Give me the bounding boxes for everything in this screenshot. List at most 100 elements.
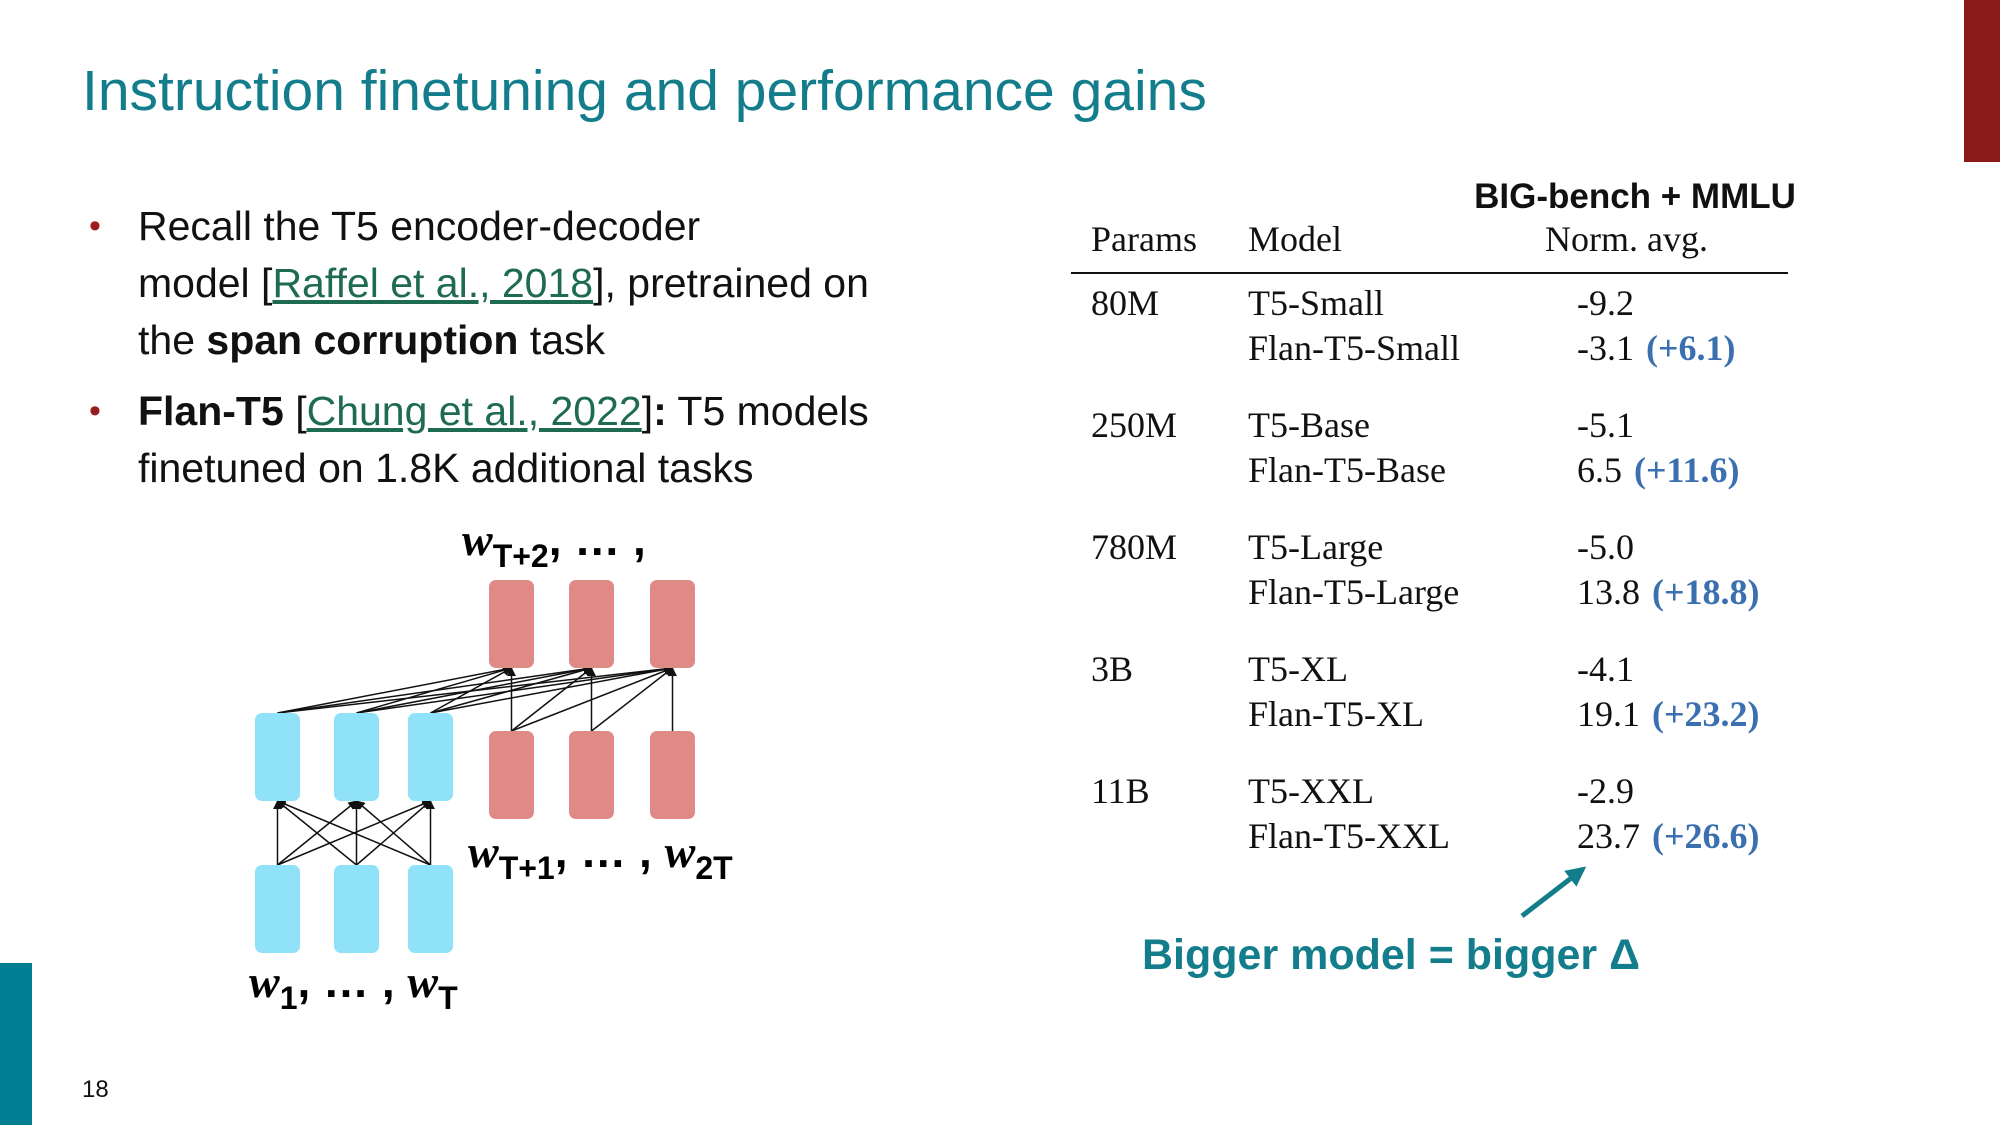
score-cell: -4.1 xyxy=(1577,649,1634,689)
score-cell: 13.8 (+18.8) xyxy=(1577,572,1760,612)
bullet: • Recall the T5 encoder-decoder model [Raf… xyxy=(89,198,869,369)
model-cell: Flan-T5-XXL xyxy=(1248,816,1450,856)
token-box xyxy=(334,865,379,953)
text: task xyxy=(518,317,606,363)
score-cell: -5.0 xyxy=(1577,527,1634,567)
params-cell: 80M xyxy=(1091,283,1159,323)
math-sub: T+2 xyxy=(493,538,549,574)
model-diagram xyxy=(255,580,695,953)
model-cell: T5-Small xyxy=(1248,283,1384,323)
text: model [ xyxy=(138,260,273,306)
math-text: , … , xyxy=(555,825,665,877)
token-box xyxy=(489,580,534,668)
params-cell: 780M xyxy=(1091,527,1177,567)
math-text: , … , xyxy=(297,955,407,1007)
model-cell: Flan-T5-XL xyxy=(1248,694,1424,734)
model-cell: Flan-T5-Large xyxy=(1248,572,1459,612)
column-header: Norm. avg. xyxy=(1545,219,1708,259)
gain: (+11.6) xyxy=(1634,450,1740,490)
gain: (+23.2) xyxy=(1652,694,1760,734)
score: 23.7 xyxy=(1577,816,1640,856)
score-cell: -2.9 xyxy=(1577,771,1634,811)
citation-link[interactable]: Chung et al., 2022 xyxy=(306,388,642,434)
text: Recall the T5 encoder-decoder xyxy=(138,203,701,249)
column-header: Params xyxy=(1091,219,1197,259)
token-box xyxy=(650,580,695,668)
math-var: w xyxy=(462,514,493,565)
text: finetuned on 1.8K additional tasks xyxy=(138,445,754,491)
citation-link[interactable]: Raffel et al., 2018 xyxy=(272,260,594,306)
text: [ xyxy=(283,388,307,434)
params-cell: 11B xyxy=(1091,771,1150,811)
gain: (+26.6) xyxy=(1652,816,1760,856)
model-cell: Flan-T5-Base xyxy=(1248,450,1446,490)
connection-arrow xyxy=(511,667,593,732)
score-cell: -3.1 (+6.1) xyxy=(1577,328,1736,368)
group-header: BIG-bench + MMLU xyxy=(1474,177,1796,216)
column-header: Model xyxy=(1248,219,1342,259)
text: T5 models xyxy=(666,388,869,434)
connection-arrow xyxy=(276,800,357,866)
math-sub: 1 xyxy=(280,980,298,1016)
score: -3.1 xyxy=(1577,328,1634,368)
score: -5.1 xyxy=(1577,405,1634,445)
params-cell: 250M xyxy=(1091,405,1177,445)
connection-arrow xyxy=(276,799,431,866)
diagram-label: wT+1, … , w2T xyxy=(468,825,733,886)
score-cell: -9.2 xyxy=(1577,283,1634,323)
bullet-dot: • xyxy=(89,207,101,245)
score: 6.5 xyxy=(1577,450,1622,490)
diagram-label: wT+2, … , xyxy=(462,513,646,574)
bold-text: : xyxy=(653,388,667,434)
results-table: BIG-bench + MMLU Params Model Norm. avg.… xyxy=(1071,177,1796,856)
annotation-arrow xyxy=(1520,866,1587,918)
model-cell: T5-XXL xyxy=(1248,771,1374,811)
bullet-list: • Recall the T5 encoder-decoder model [Raf… xyxy=(89,198,869,511)
math-text: , … , xyxy=(549,513,646,565)
score-cell: -5.1 xyxy=(1577,405,1634,445)
score: -9.2 xyxy=(1577,283,1634,323)
token-box xyxy=(255,713,300,801)
score: -5.0 xyxy=(1577,527,1634,567)
token-box xyxy=(489,731,534,819)
connection-arrow xyxy=(356,665,513,714)
math-var: w xyxy=(407,956,438,1007)
diagram-label: w1, … , wT xyxy=(249,955,458,1016)
model-cell: Flan-T5-Small xyxy=(1248,328,1460,368)
page-number: 18 xyxy=(82,1076,109,1103)
connection-arrow xyxy=(430,665,674,714)
score: -4.1 xyxy=(1577,649,1634,689)
score: 13.8 xyxy=(1577,572,1640,612)
math-sub: T xyxy=(438,980,458,1016)
score-cell: 19.1 (+23.2) xyxy=(1577,694,1760,734)
accent-bar xyxy=(1964,0,2000,162)
token-box xyxy=(569,580,614,668)
bold-text: span corruption xyxy=(206,317,519,363)
math-sub: 2T xyxy=(695,850,733,886)
bullet: • Flan-T5 [Chung et al., 2022]: T5 models… xyxy=(89,383,869,497)
score: 19.1 xyxy=(1577,694,1640,734)
token-box xyxy=(255,865,300,953)
text: the xyxy=(138,317,207,363)
token-box xyxy=(650,731,695,819)
gain: (+6.1) xyxy=(1646,328,1736,368)
model-cell: T5-Large xyxy=(1248,527,1383,567)
math-sub: T+1 xyxy=(499,850,555,886)
model-cell: T5-XL xyxy=(1248,649,1348,689)
text: ] xyxy=(641,388,654,434)
connection-arrow xyxy=(355,800,431,866)
connection-arrow xyxy=(430,667,513,714)
score-cell: 23.7 (+26.6) xyxy=(1577,816,1760,856)
token-box xyxy=(408,713,453,801)
slide-title: Instruction finetuning and performance g… xyxy=(82,59,1207,123)
params-cell: 3B xyxy=(1091,649,1133,689)
model-cell: T5-Base xyxy=(1248,405,1370,445)
math-var: w xyxy=(468,826,499,877)
token-box xyxy=(408,865,453,953)
connection-arrow xyxy=(277,665,513,714)
annotation: Bigger model = bigger Δ xyxy=(1142,931,1640,979)
text: ], pretrained on xyxy=(593,260,869,306)
gain: (+18.8) xyxy=(1652,572,1760,612)
